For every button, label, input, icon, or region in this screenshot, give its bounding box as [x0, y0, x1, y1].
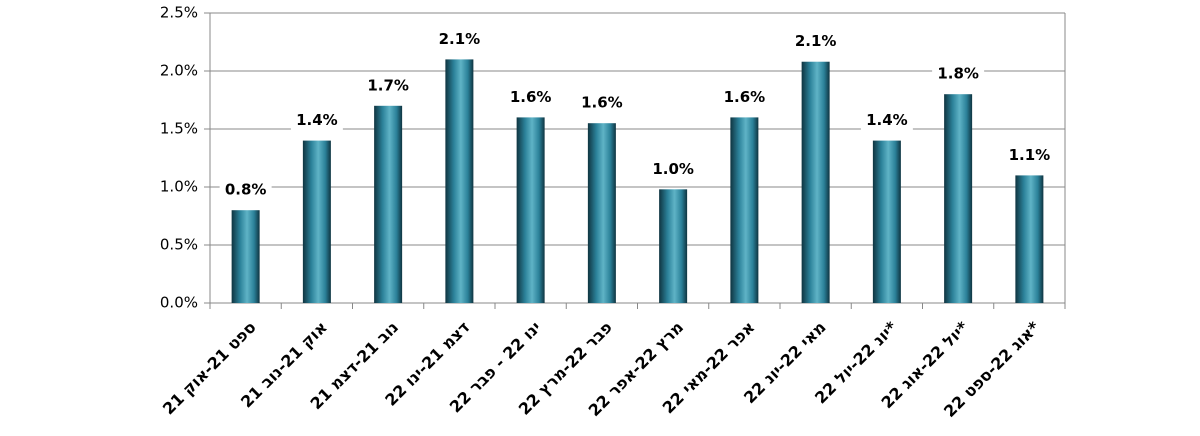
- value-label: 1.6%: [581, 94, 623, 112]
- y-tick-label: 1.5%: [160, 120, 198, 138]
- value-label: 1.0%: [652, 160, 694, 178]
- value-label-bg: [575, 92, 628, 115]
- bar: [302, 140, 331, 303]
- value-label-bg: [290, 109, 343, 132]
- value-label-bg: [1003, 144, 1056, 167]
- y-tick-label: 2.5%: [160, 4, 198, 22]
- bar: [374, 105, 403, 303]
- bar: [516, 117, 545, 304]
- bar: [587, 123, 616, 303]
- value-label: 1.6%: [510, 88, 552, 106]
- bar: [659, 189, 688, 303]
- bar: [445, 59, 474, 304]
- value-label: 2.1%: [439, 30, 481, 48]
- bar: [730, 117, 759, 304]
- y-tick-label: 2.0%: [160, 62, 198, 80]
- bar: [1015, 175, 1044, 303]
- value-label-bg: [647, 158, 700, 181]
- value-label: 1.7%: [367, 76, 409, 94]
- value-label: 1.8%: [937, 65, 979, 83]
- value-label-bg: [860, 109, 913, 132]
- value-label-bg: [718, 86, 771, 109]
- bar: [944, 94, 973, 303]
- value-label-bg: [932, 63, 985, 86]
- value-label: 1.1%: [1009, 146, 1051, 164]
- bar: [872, 140, 901, 303]
- value-label: 1.6%: [724, 88, 766, 106]
- y-tick-label: 1.0%: [160, 178, 198, 196]
- value-label: 0.8%: [225, 181, 267, 199]
- value-label: 2.1%: [795, 32, 837, 50]
- value-label-bg: [219, 179, 272, 202]
- y-tick-label: 0.0%: [160, 294, 198, 312]
- y-tick-label: 0.5%: [160, 236, 198, 254]
- value-label-bg: [433, 28, 486, 51]
- bar: [801, 61, 830, 303]
- value-label-bg: [789, 30, 842, 53]
- bar: [231, 210, 260, 303]
- value-label-bg: [504, 86, 557, 109]
- value-label-bg: [362, 74, 415, 97]
- value-label: 1.4%: [296, 111, 338, 129]
- value-label: 1.4%: [866, 111, 908, 129]
